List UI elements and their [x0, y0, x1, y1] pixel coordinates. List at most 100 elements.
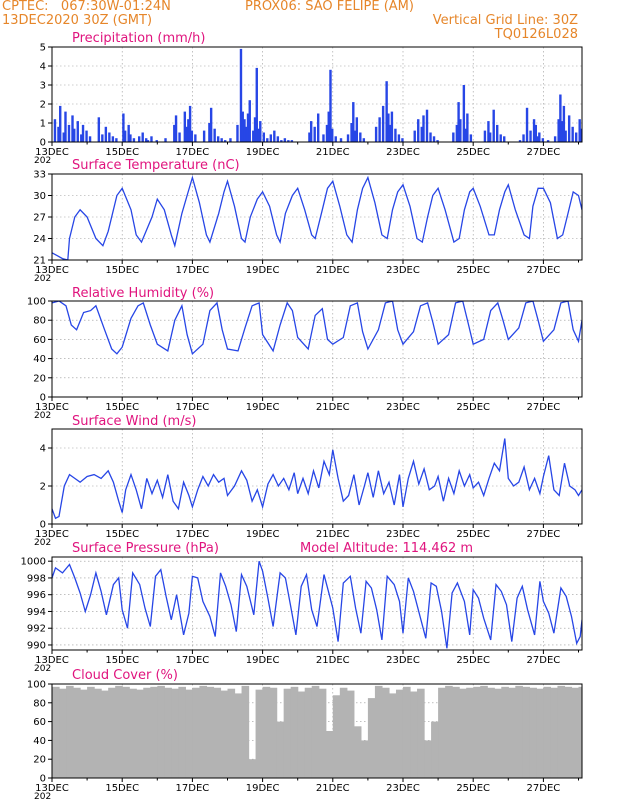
- precip-bar: [229, 138, 232, 142]
- cloud-bar: [157, 685, 165, 778]
- precip-bar: [115, 138, 118, 142]
- cloud-bar: [311, 685, 320, 778]
- x-tick-label: 25DEC: [456, 147, 490, 158]
- x-tick-label: 19DEC: [246, 655, 280, 666]
- precip-bar: [57, 126, 60, 142]
- precip-bar: [469, 134, 473, 142]
- y-tick-label: 998: [27, 573, 46, 584]
- x-tick-label: 17DEC: [176, 655, 210, 666]
- cloud-bar: [262, 686, 271, 778]
- precip-bar: [111, 136, 115, 142]
- x-tick-label: 21DEC: [316, 402, 350, 413]
- x-tick-label: 27DEC: [527, 655, 561, 666]
- y-tick-label: 994: [27, 607, 46, 618]
- precip-bar: [532, 119, 536, 142]
- precip-bar: [496, 124, 499, 142]
- precip-bar: [252, 130, 255, 142]
- cloud-bar: [80, 689, 88, 778]
- cloud-bar: [410, 691, 418, 778]
- x-tick-label: 27DEC: [527, 402, 561, 413]
- panel-3: Surface Wind (m/s) 0 2 4 13DEC 15DEC 17DEC 19DE…: [34, 414, 583, 548]
- cloud-bar: [346, 690, 355, 778]
- cloud-bar: [178, 686, 186, 778]
- cloud-bar: [318, 688, 327, 778]
- precip-bar: [578, 119, 581, 142]
- header-station: CPTEC: 067:30W-01:24N: [2, 0, 171, 14]
- x-tick-label: 15DEC: [105, 655, 139, 666]
- precip-bar: [397, 134, 401, 142]
- precip-bar: [567, 115, 571, 142]
- cloud-bar: [234, 693, 243, 778]
- series-group: [52, 438, 582, 520]
- cloud-bar: [199, 685, 208, 778]
- precip-bar: [401, 138, 404, 142]
- cloud-bar: [381, 687, 390, 778]
- x-tick-label: 15DEC: [105, 265, 139, 276]
- cloud-bar: [283, 688, 292, 778]
- cloud-bar: [213, 687, 222, 778]
- cloud-bar: [353, 726, 362, 778]
- y-tick-label: 0: [40, 520, 46, 531]
- x-tick-label: 23DEC: [386, 265, 420, 276]
- x-tick-label: 15DEC: [105, 529, 139, 540]
- cloud-bar: [417, 688, 425, 778]
- y-tick-label: 100: [27, 297, 46, 308]
- precip-bar: [208, 123, 211, 142]
- series-line: [52, 175, 582, 260]
- cloud-bar: [564, 686, 573, 778]
- x-tick-label: 27DEC: [527, 783, 561, 794]
- precip-bar: [123, 130, 127, 142]
- y-tick-label: 0: [40, 138, 46, 149]
- year-label: 202: [34, 664, 51, 674]
- x-tick-label: 21DEC: [316, 147, 350, 158]
- precip-bar: [220, 138, 223, 142]
- precip-bar: [322, 134, 325, 142]
- precip-bar: [503, 136, 506, 142]
- panel-1: Surface Temperature (nC) 21 24 27 30 33 13DEC 1…: [33, 158, 583, 284]
- cloud-bar: [557, 685, 566, 778]
- precip-bar: [422, 115, 425, 142]
- cloud-bar: [304, 687, 313, 778]
- cloud-bar: [220, 690, 229, 778]
- precip-bar: [352, 102, 355, 142]
- precip-bar: [246, 113, 250, 142]
- precip-bar: [145, 138, 148, 142]
- precip-bar: [187, 119, 190, 142]
- precip-bar: [276, 136, 280, 142]
- cloud-bar: [297, 691, 306, 778]
- precip-bar: [339, 138, 343, 142]
- cloud-bar: [424, 740, 432, 778]
- precip-bar: [85, 130, 88, 142]
- precip-bar: [420, 126, 423, 142]
- y-tick-label: 0: [40, 393, 46, 404]
- cloud-bar: [255, 689, 264, 778]
- cloud-bar: [325, 731, 334, 778]
- precip-bar: [273, 130, 276, 142]
- x-tick-label: 13DEC: [35, 783, 69, 794]
- precip-bar: [174, 115, 178, 142]
- precip-bar: [334, 136, 337, 142]
- y-tick-label: 80: [33, 698, 46, 709]
- precip-bar: [538, 132, 541, 142]
- x-tick-label: 23DEC: [386, 529, 420, 540]
- precip-bar: [101, 134, 104, 142]
- precip-bar: [388, 124, 392, 142]
- cloud-bar: [269, 687, 278, 778]
- cloud-bar: [543, 686, 552, 778]
- y-tick-label: 27: [33, 213, 46, 224]
- precip-bar: [559, 94, 562, 142]
- precip-bar: [541, 138, 545, 142]
- cloud-bar: [367, 698, 376, 778]
- precip-bar: [459, 119, 462, 142]
- year-label: 202: [34, 411, 51, 421]
- cloud-bar: [185, 689, 193, 778]
- cloud-bar: [529, 687, 537, 778]
- precip-bar: [269, 134, 273, 142]
- precip-bar: [239, 48, 243, 142]
- precip-bar: [562, 105, 566, 142]
- panel-2: Relative Humidity (%) 0 20 40 60 80 100 13DEC 15…: [27, 286, 583, 421]
- precip-bar: [280, 140, 283, 142]
- cloud-bar: [241, 685, 250, 778]
- cloud-bar: [360, 740, 369, 778]
